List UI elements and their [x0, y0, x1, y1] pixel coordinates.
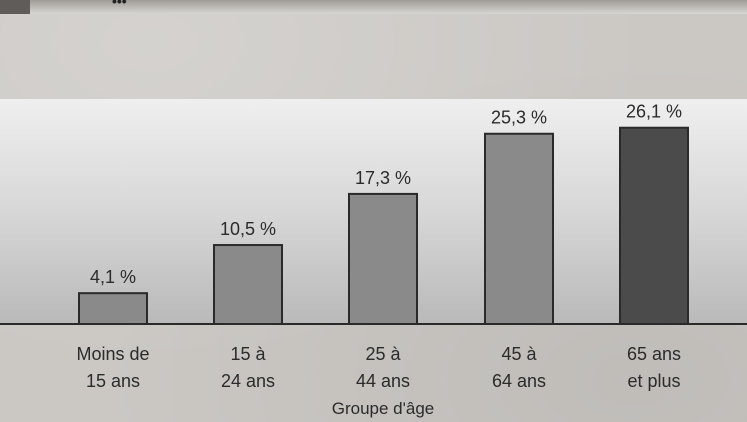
- value-label-1: 10,5 %: [220, 219, 276, 239]
- value-label-4: 26,1 %: [626, 102, 682, 122]
- header-tab: [0, 0, 30, 14]
- category-label-3-0: 45 à: [501, 344, 537, 364]
- bar-3: [484, 132, 554, 325]
- category-label-2-1: 44 ans: [356, 371, 410, 391]
- category-label-0-0: Moins de: [76, 344, 149, 364]
- bar-1: [213, 244, 283, 325]
- category-label-4-0: 65 ans: [627, 344, 681, 364]
- bar-0: [78, 292, 148, 325]
- category-label-1-1: 24 ans: [221, 371, 275, 391]
- category-label-1-0: 15 à: [230, 344, 266, 364]
- bar-4: [619, 126, 689, 325]
- category-label-3-1: 64 ans: [492, 371, 546, 391]
- value-label-3: 25,3 %: [491, 108, 547, 128]
- category-label-4-1: et plus: [627, 371, 680, 391]
- value-label-0: 4,1 %: [90, 267, 136, 287]
- bar-2: [348, 192, 418, 325]
- value-label-2: 17,3 %: [355, 168, 411, 188]
- category-label-2-0: 25 à: [365, 344, 401, 364]
- category-label-0-1: 15 ans: [86, 371, 140, 391]
- x-axis-title: Groupe d'âge: [332, 399, 435, 418]
- header-mark: •••: [112, 0, 127, 9]
- header-bar: •••: [0, 0, 747, 14]
